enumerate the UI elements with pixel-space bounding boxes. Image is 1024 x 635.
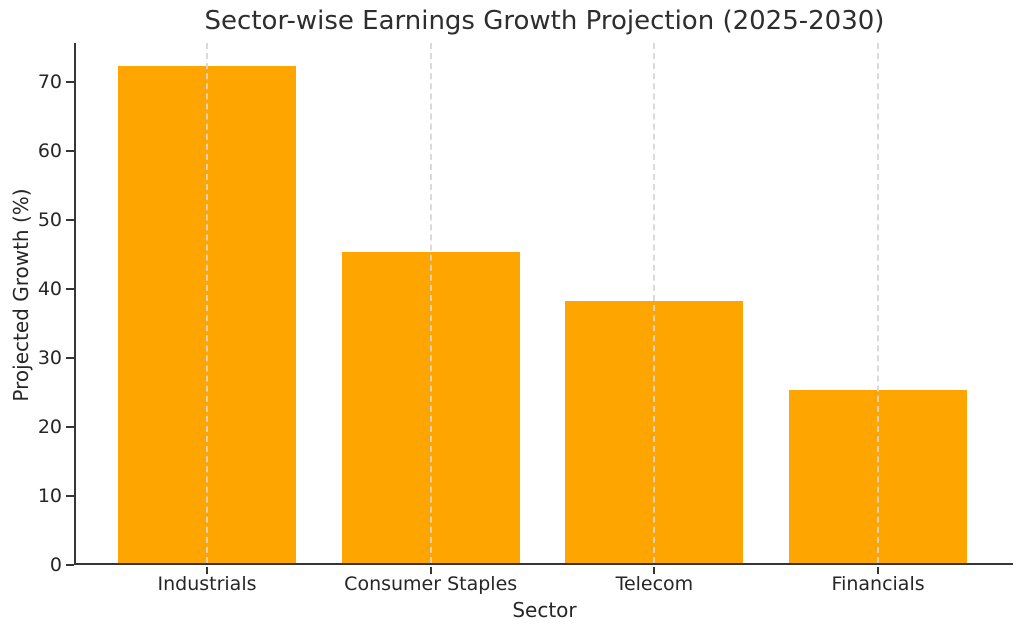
- x-tick-mark-industrials: [206, 567, 208, 574]
- x-tick-label-industrials: Industrials: [157, 573, 257, 595]
- x-tick-label-financials: Financials: [831, 573, 925, 595]
- y-tick-mark-50: [66, 218, 74, 221]
- x-tick-label-telecom: Telecom: [615, 573, 694, 595]
- y-tick-mark-30: [66, 356, 74, 359]
- y-tick-label-0: 0: [49, 554, 62, 576]
- x-axis-label: Sector: [512, 598, 577, 622]
- y-tick-mark-60: [66, 149, 74, 152]
- y-tick-mark-0: [66, 564, 74, 566]
- y-tick-label-20: 20: [37, 415, 62, 438]
- x-tick-mark-telecom: [653, 567, 656, 574]
- x-tick-mark-financials: [877, 567, 880, 574]
- y-tick-mark-10: [66, 494, 74, 497]
- y-tick-label-50: 50: [37, 208, 62, 231]
- y-tick-label-30: 30: [37, 346, 62, 369]
- y-tick-label-70: 70: [37, 70, 62, 93]
- x-tick-mark-consumer-staples: [429, 567, 432, 574]
- gridline-industrials: [206, 43, 208, 563]
- plot-area: [74, 43, 1013, 565]
- chart-title: Sector-wise Earnings Growth Projection (…: [204, 6, 885, 36]
- x-tick-label-consumer-staples: Consumer Staples: [344, 573, 518, 595]
- y-tick-mark-40: [66, 287, 74, 290]
- y-tick-label-60: 60: [37, 139, 62, 162]
- y-tick-mark-20: [66, 425, 74, 428]
- gridline-consumer-staples: [429, 43, 432, 563]
- gridline-telecom: [653, 43, 656, 563]
- y-tick-label-40: 40: [37, 277, 62, 300]
- y-tick-mark-70: [66, 80, 74, 83]
- y-tick-label-10: 10: [37, 484, 62, 507]
- gridline-financials: [877, 43, 880, 563]
